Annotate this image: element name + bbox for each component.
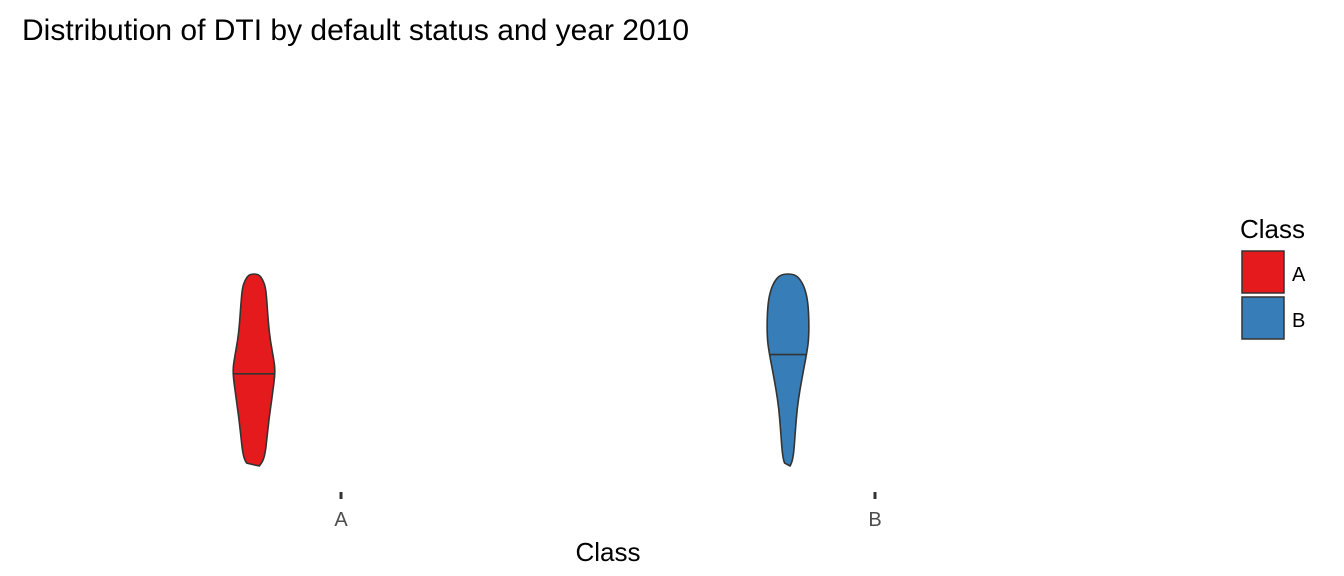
legend-label-a: A	[1292, 264, 1306, 286]
legend-title: Class	[1240, 214, 1305, 244]
legend-swatch-b	[1241, 296, 1285, 340]
legend-swatch-a	[1241, 250, 1285, 294]
legend: Class A B	[1240, 214, 1306, 340]
chart-title: Distribution of DTI by default status an…	[22, 14, 689, 47]
x-axis: A B	[334, 492, 882, 531]
violin-a	[232, 273, 276, 467]
violin-b	[766, 273, 810, 467]
x-axis-label: Class	[575, 537, 640, 567]
legend-label-b: B	[1292, 310, 1305, 332]
x-tick-label-b: B	[868, 509, 881, 531]
x-tick-label-a: A	[334, 509, 348, 531]
plot-area	[232, 273, 810, 467]
